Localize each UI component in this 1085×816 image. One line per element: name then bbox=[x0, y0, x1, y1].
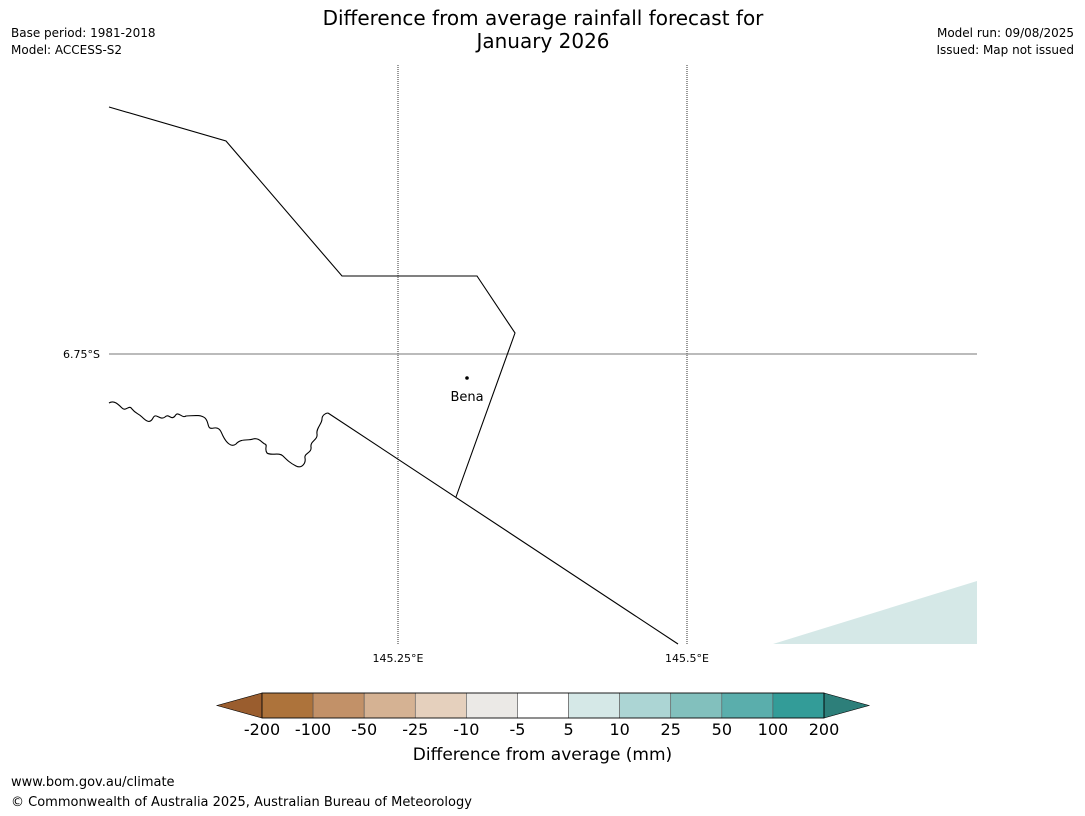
province-boundary bbox=[108, 106, 516, 498]
colorbar-swatch bbox=[670, 692, 723, 719]
colorbar-swatch bbox=[568, 692, 620, 719]
colorbar-swatch bbox=[261, 692, 314, 719]
footer-copyright: © Commonwealth of Australia 2025, Austra… bbox=[11, 795, 472, 810]
title-line-1: Difference from average rainfall forecas… bbox=[322, 6, 764, 30]
model-run: Model run: 09/08/2025 bbox=[936, 26, 1074, 40]
colorbar-tick-label: -10 bbox=[453, 720, 480, 739]
longitude-label-1: 145.25°E bbox=[373, 652, 424, 665]
shaded-region bbox=[773, 581, 977, 644]
colorbar-tick-label: 5 bbox=[563, 720, 574, 739]
colorbar-swatch bbox=[772, 692, 825, 719]
colorbar-extend-high bbox=[823, 692, 871, 719]
latitude-label: 6.75°S bbox=[63, 348, 100, 361]
colorbar-swatch bbox=[414, 692, 467, 719]
town-label: Bena bbox=[450, 390, 483, 405]
meta-left: Base period: 1981-2018 Model: ACCESS-S2 bbox=[11, 25, 156, 59]
colorbar-extend-low bbox=[215, 692, 263, 719]
colorbar bbox=[215, 692, 871, 719]
river-boundary bbox=[108, 401, 329, 468]
colorbar-swatch bbox=[517, 692, 569, 719]
longitude-label-2: 145.5°E bbox=[665, 652, 709, 665]
town-marker bbox=[465, 376, 469, 380]
title-line-2: January 2026 bbox=[476, 29, 610, 53]
colorbar-swatch bbox=[466, 692, 518, 719]
colorbar-tick-label: -200 bbox=[243, 720, 281, 739]
colorbar-swatch bbox=[619, 692, 672, 719]
base-period: Base period: 1981-2018 bbox=[11, 26, 156, 40]
colorbar-swatch bbox=[312, 692, 365, 719]
model-name: Model: ACCESS-S2 bbox=[11, 43, 123, 57]
map-title: Difference from average rainfall forecas… bbox=[243, 7, 843, 53]
colorbar-tick-label: -100 bbox=[294, 720, 332, 739]
province-boundary-south bbox=[327, 412, 679, 645]
issued-status: Issued: Map not issued bbox=[936, 43, 1074, 57]
footer-url[interactable]: www.bom.gov.au/climate bbox=[11, 775, 175, 790]
colorbar-tick-label: -25 bbox=[402, 720, 429, 739]
colorbar-swatch bbox=[721, 692, 774, 719]
colorbar-outline bbox=[261, 692, 825, 719]
colorbar-tick-label: 25 bbox=[660, 720, 681, 739]
colorbar-tick-label: 200 bbox=[808, 720, 840, 739]
colorbar-tick-label: -5 bbox=[509, 720, 526, 739]
colorbar-tick-label: 10 bbox=[609, 720, 630, 739]
colorbar-tick-label: 100 bbox=[757, 720, 789, 739]
colorbar-tick-label: -50 bbox=[351, 720, 378, 739]
colorbar-title: Difference from average (mm) bbox=[412, 745, 673, 765]
colorbar-tick-label: 50 bbox=[711, 720, 732, 739]
colorbar-tick-labels: -200 -100 -50 -25 -10 -5 5 10 25 50 100 200 bbox=[0, 720, 1085, 740]
meta-right: Model run: 09/08/2025 Issued: Map not is… bbox=[936, 25, 1074, 59]
colorbar-swatch bbox=[363, 692, 416, 719]
